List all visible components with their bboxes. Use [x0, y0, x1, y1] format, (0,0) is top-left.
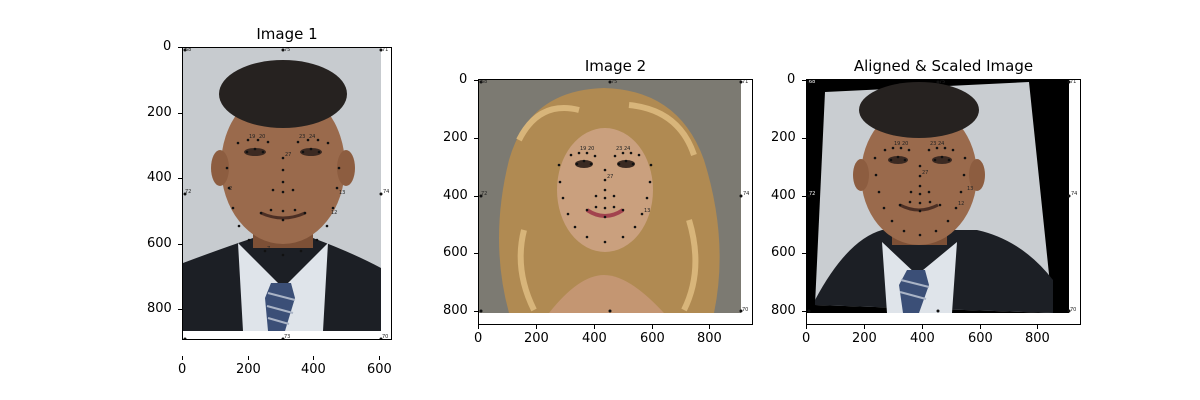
x-tick-label: 400 [301, 362, 326, 377]
portrait-image [479, 80, 753, 325]
y-tick-label: 600 [771, 245, 796, 260]
landmark-label: 75 [611, 79, 617, 85]
y-tick-label: 0 [787, 72, 795, 87]
landmark-label: 20 [259, 134, 265, 140]
landmark-label: 13 [339, 190, 345, 196]
landmark-label: 19 [580, 146, 586, 152]
y-tick-label: 200 [443, 130, 468, 145]
x-tick-label: 200 [852, 331, 877, 346]
landmark-label: 12 [331, 210, 337, 216]
landmark-label: 19 [894, 141, 900, 147]
landmark-label: 70 [382, 334, 388, 340]
landmark-label: 20 [588, 146, 594, 152]
landmark-label: 27 [607, 174, 613, 180]
landmark-label: 19 [249, 134, 255, 140]
landmark-label: 27 [922, 170, 928, 176]
image-axes: 68 75 71 72 74 70 19 20 23 24 27 13 [478, 79, 753, 325]
x-tick-label: 600 [968, 331, 993, 346]
landmark-label: 72 [809, 191, 815, 197]
landmark-label: 72 [185, 189, 191, 195]
panel-title: Image 2 [478, 57, 753, 75]
landmark-label: 71 [382, 47, 388, 53]
landmark-label: 24 [938, 141, 944, 147]
landmark-label: 20 [902, 141, 908, 147]
x-tick-label: 600 [640, 331, 665, 346]
landmark-label: 68 [185, 47, 191, 53]
x-tick-label: 400 [910, 331, 935, 346]
y-tick-label: 400 [771, 188, 796, 203]
landmark-label: 75 [939, 79, 945, 85]
landmark-label: 74 [1071, 191, 1077, 197]
landmark-label: 7 [267, 246, 270, 252]
landmark-label: 74 [383, 189, 389, 195]
y-tick-label: 800 [443, 303, 468, 318]
y-tick-label: 600 [443, 245, 468, 260]
landmark-label: 13 [967, 186, 973, 192]
y-tick-label: 800 [147, 301, 172, 316]
x-tick-label: 800 [697, 331, 722, 346]
y-tick-label: 200 [147, 105, 172, 120]
landmark-label: 68 [481, 79, 487, 85]
x-tick-label: 200 [236, 362, 261, 377]
panel-title: Aligned & Scaled Image [806, 57, 1081, 75]
y-tick-label: 600 [147, 236, 172, 251]
x-tick-label: 0 [802, 331, 810, 346]
landmark-label: 13 [644, 208, 650, 214]
x-tick-label: 0 [474, 331, 482, 346]
x-tick-label: 600 [367, 362, 392, 377]
landmark-label: 74 [743, 191, 749, 197]
landmark-label: 24 [309, 134, 315, 140]
y-tick-label: 0 [459, 72, 467, 87]
x-tick-label: 200 [524, 331, 549, 346]
portrait-image [183, 48, 392, 340]
y-tick-label: 400 [147, 170, 172, 185]
landmark-label: 70 [1070, 307, 1076, 313]
x-tick-label: 400 [582, 331, 607, 346]
landmark-label: 71 [1070, 79, 1076, 85]
landmark-label: 71 [742, 79, 748, 85]
landmark-label: 23 [930, 141, 936, 147]
aligned-portrait-image [807, 80, 1081, 325]
landmark-label: 23 [299, 134, 305, 140]
landmark-label: 73 [284, 334, 290, 340]
landmark-label: 75 [284, 47, 290, 53]
y-tick-label: 200 [771, 130, 796, 145]
landmark-label: 72 [481, 191, 487, 197]
landmark-label: 70 [742, 307, 748, 313]
x-tick-label: 0 [178, 362, 186, 377]
landmark-label: 27 [285, 152, 291, 158]
landmark-label: 23 [616, 146, 622, 152]
x-tick-label: 800 [1025, 331, 1050, 346]
y-tick-label: 800 [771, 303, 796, 318]
image-axes: 68 75 71 72 74 73 70 19 20 23 24 27 13 1… [182, 47, 392, 340]
landmark-label: 68 [809, 79, 815, 85]
y-tick-label: 400 [443, 188, 468, 203]
y-tick-label: 0 [163, 39, 171, 54]
image-axes: 68 75 71 72 74 70 19 20 23 24 27 13 12 [806, 79, 1081, 325]
landmark-label: 24 [624, 146, 630, 152]
landmark-label: 2 [229, 186, 232, 192]
panel-title: Image 1 [182, 25, 392, 43]
landmark-label: 12 [958, 201, 964, 207]
